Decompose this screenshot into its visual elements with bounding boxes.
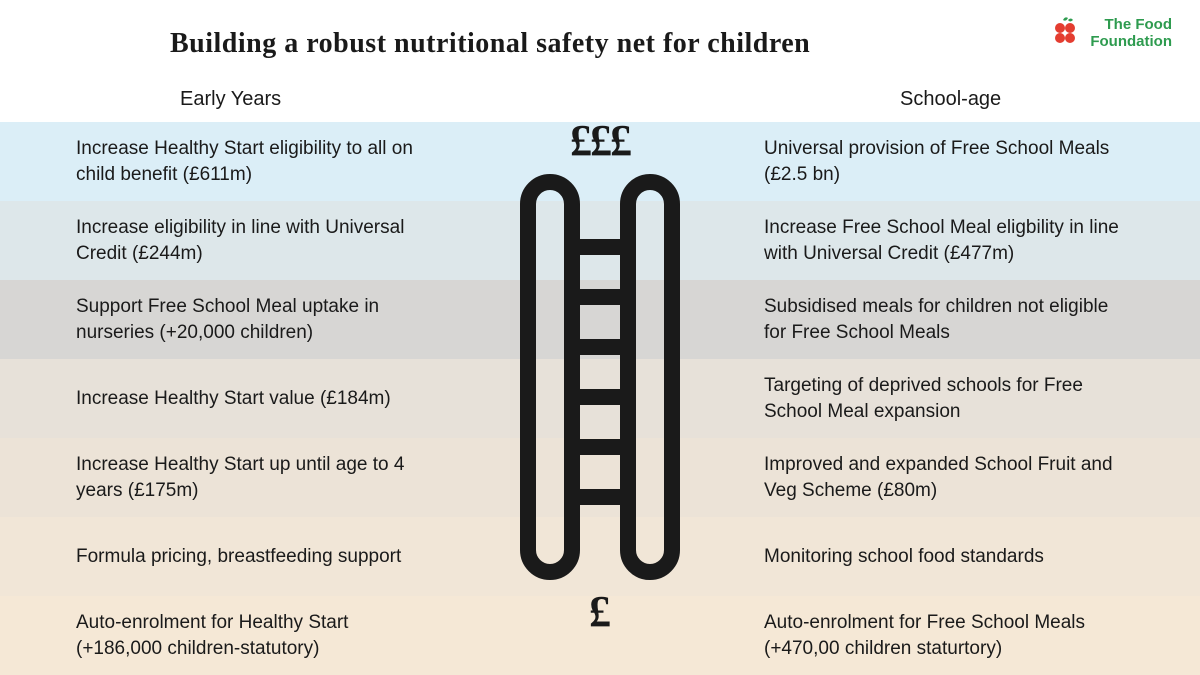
column-header-school-age: School-age [900,88,1001,111]
pound-high-icon: £££ [490,115,710,166]
pound-low-icon: £ [490,586,710,637]
school-age-item: Improved and expanded School Fruit and V… [764,452,1124,503]
school-age-item: Subsidised meals for children not eligib… [764,294,1124,345]
early-years-item: Increase Healthy Start up until age to 4… [76,452,436,503]
early-years-item: Increase Healthy Start value (£184m) [76,386,436,412]
early-years-item: Increase eligibility in line with Univer… [76,215,436,266]
school-age-item: Monitoring school food standards [764,544,1124,570]
school-age-item: Auto-enrolment for Free School Meals (+4… [764,610,1124,661]
school-age-item: Universal provision of Free School Meals… [764,136,1124,187]
early-years-item: Formula pricing, breastfeeding support [76,544,436,570]
page-title: Building a robust nutritional safety net… [170,28,810,60]
column-header-early-years: Early Years [180,88,281,111]
apple-icon [1048,14,1082,53]
ladder-icon [490,162,710,592]
school-age-item: Targeting of deprived schools for Free S… [764,373,1124,424]
early-years-item: Auto-enrolment for Healthy Start (+186,0… [76,610,436,661]
school-age-item: Increase Free School Meal eligbility in … [764,215,1124,266]
brand-logo: The Food Foundation [1048,14,1172,53]
early-years-item: Support Free School Meal uptake in nurse… [76,294,436,345]
logo-text: The Food Foundation [1090,17,1172,50]
early-years-item: Increase Healthy Start eligibility to al… [76,136,436,187]
cost-ladder: £££ £ [490,115,710,637]
